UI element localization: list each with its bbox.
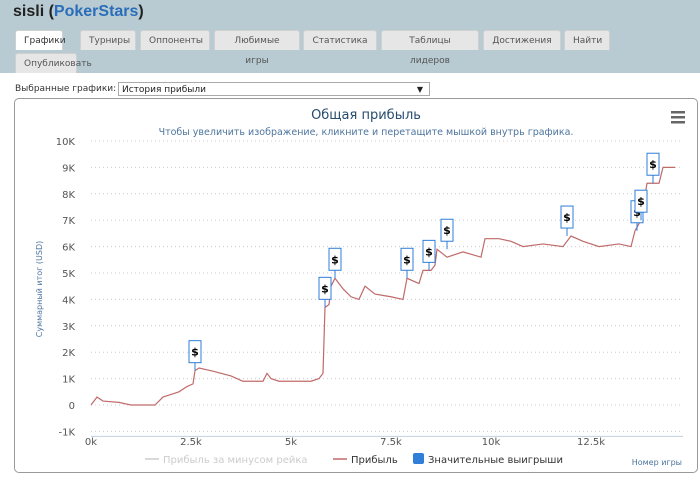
chart-panel: Общая прибыль Чтобы увеличить изображени… (14, 98, 698, 473)
x-tick-label: 7.5k (380, 437, 402, 448)
menu-icon[interactable] (671, 111, 685, 124)
big-win-flag[interactable]: $ (422, 239, 436, 271)
y-tick-label: 8K (62, 190, 75, 201)
tab-leaderboards[interactable]: Таблицы лидеров (381, 30, 479, 66)
tab-tournaments[interactable]: Турниры (80, 30, 136, 50)
svg-text:$: $ (331, 253, 339, 266)
y-tick-label: 1K (62, 375, 75, 386)
graph-select[interactable]: История прибыли ▼ (118, 82, 430, 96)
svg-text:$: $ (403, 253, 411, 266)
svg-text:$: $ (321, 282, 329, 295)
chart-subtitle: Чтобы увеличить изображение, кликните и … (159, 127, 574, 138)
legend-profit[interactable]: Прибыль (351, 455, 398, 466)
chart-title: Общая прибыль (311, 108, 421, 123)
y-tick-label: 3K (62, 322, 75, 333)
tab-achievements[interactable]: Достижения (483, 30, 561, 50)
x-tick-label: 12.5k (577, 437, 605, 448)
profit-line (90, 166, 675, 406)
page-title: sisli (PokerStars) (13, 3, 144, 20)
legend-flags-swatch (413, 453, 424, 464)
profit-chart[interactable]: Общая прибыль Чтобы увеличить изображени… (15, 99, 699, 474)
y-axis-label: Суммарный итог (USD) (35, 241, 44, 338)
svg-text:$: $ (425, 245, 433, 258)
big-win-flag[interactable]: $ (400, 247, 414, 279)
tab-search[interactable]: Найти (564, 30, 610, 50)
x-tick-label: 2.5k (180, 437, 202, 448)
y-tick-label: 5K (62, 269, 75, 280)
y-tick-label: 10K (56, 137, 76, 148)
big-win-flag[interactable]: $ (188, 340, 202, 371)
dropdown-arrow-icon: ▼ (416, 85, 423, 94)
big-win-flag[interactable]: $ (646, 152, 660, 184)
tab-opponents[interactable]: Оппоненты (140, 30, 210, 50)
tab-graphs[interactable]: Графики (15, 30, 66, 50)
svg-text:$: $ (563, 211, 571, 224)
legend-rake[interactable]: Прибыль за минусом рейка (163, 455, 308, 466)
tab-favorite-games[interactable]: Любимые игры (214, 30, 300, 66)
big-win-flag[interactable]: $ (440, 218, 454, 250)
graph-select-label: Выбранные графики: (15, 84, 117, 94)
tab-statistics[interactable]: Статистика (303, 30, 377, 50)
y-tick-label: 2K (62, 348, 75, 359)
svg-text:$: $ (637, 195, 645, 208)
site-link[interactable]: PokerStars (53, 3, 139, 20)
svg-text:$: $ (443, 224, 451, 237)
big-win-flag[interactable]: $ (318, 276, 332, 308)
legend: Прибыль за минусом рейка Прибыль Значите… (145, 453, 563, 466)
x-tick-label: 5k (285, 437, 297, 448)
username: sisli (13, 3, 45, 20)
y-tick-label: 6K (62, 243, 75, 254)
header: sisli (PokerStars) Графики Турниры Оппон… (0, 0, 700, 73)
x-tick-label: 10k (482, 437, 501, 448)
graph-select-value: История прибыли (122, 85, 206, 95)
x-axis-label: Номер игры (632, 458, 682, 467)
svg-text:$: $ (649, 158, 657, 171)
tab-publish[interactable]: Опубликовать (15, 53, 92, 73)
y-tick-label: -1K (58, 427, 75, 438)
svg-text:$: $ (191, 346, 199, 359)
y-tick-label: 4K (62, 295, 75, 306)
y-tick-label: 0 (69, 401, 75, 412)
y-tick-label: 9K (62, 163, 75, 174)
legend-flags[interactable]: Значительные выигрыши (428, 455, 563, 466)
y-tick-label: 7K (62, 216, 75, 227)
x-tick-label: 0k (85, 437, 97, 448)
big-win-flag[interactable]: $ (328, 247, 342, 279)
big-win-flag[interactable]: $ (634, 189, 648, 221)
big-win-flag[interactable]: $ (560, 205, 574, 237)
